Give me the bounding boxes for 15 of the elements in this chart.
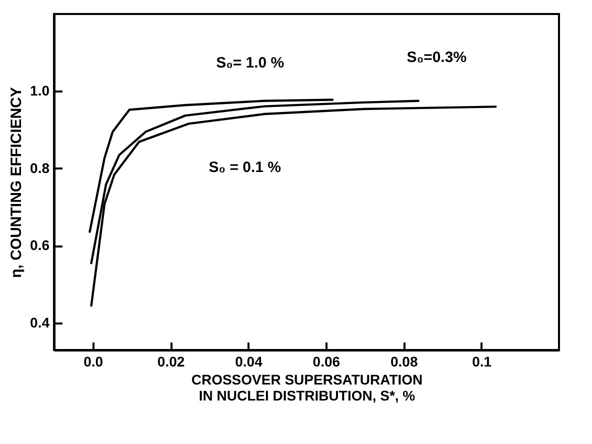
x-axis-title: CROSSOVER SUPERSATURATION IN NUCLEI DISTRIBUTION, S*, % [191,372,423,404]
x-tick-label: 0.04 [235,354,263,370]
x-tick-label: 0.02 [157,354,185,370]
y-tick-label: 0.8 [30,160,50,176]
annotation: S₀=0.3% [406,48,467,66]
y-tick-label: 0.6 [30,237,50,254]
x-tick-label: 0.0 [84,354,104,370]
x-tick-label: 0.1 [472,354,492,370]
x-tick-label: 0.08 [390,354,418,370]
y-tick-label: 1.0 [30,82,50,99]
y-tick-label: 0.4 [30,314,50,330]
x-tick-label: 0.06 [312,354,340,370]
annotation: S₀= 1.0 % [216,54,284,72]
y-axis-title: η, COUNTING EFFICIENCY [8,87,26,278]
annotation: S₀ = 0.1 % [208,158,282,176]
